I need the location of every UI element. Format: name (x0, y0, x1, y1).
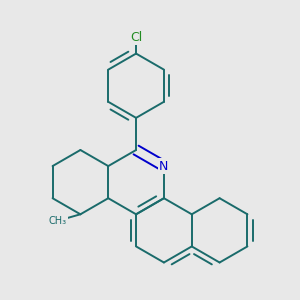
Text: CH₃: CH₃ (49, 216, 67, 226)
Text: Cl: Cl (130, 31, 142, 44)
Text: N: N (159, 160, 169, 172)
